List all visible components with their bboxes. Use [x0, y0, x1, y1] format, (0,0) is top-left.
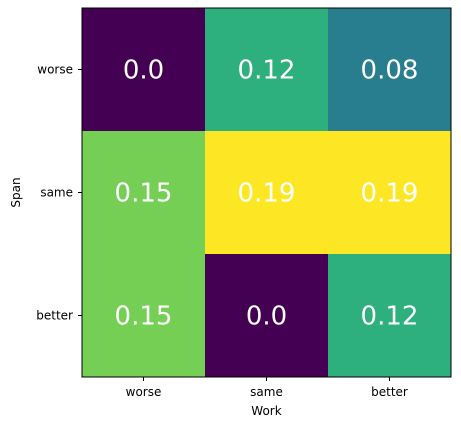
cell-value-label: 0.0	[123, 56, 164, 86]
y-axis-ticks: worse same better	[36, 63, 82, 323]
x-tick-label: better	[371, 385, 408, 399]
x-tick-label: same	[250, 385, 283, 399]
x-tick-label: worse	[126, 385, 162, 399]
heatmap-cell	[205, 254, 328, 377]
cell-value-label: 0.19	[361, 179, 419, 209]
heatmap-cell	[328, 8, 451, 131]
y-tick-label: worse	[37, 63, 73, 77]
y-tick-label: better	[36, 309, 73, 323]
heatmap-cell	[82, 254, 205, 377]
cell-value-label: 0.12	[361, 302, 419, 332]
heatmap-cell	[328, 131, 451, 254]
cell-value-label: 0.15	[115, 179, 173, 209]
heatmap-cell	[82, 131, 205, 254]
cell-value-label: 0.12	[238, 56, 296, 86]
cell-value-label: 0.08	[361, 56, 419, 86]
heatmap-cells	[82, 8, 451, 377]
heatmap-cell	[328, 254, 451, 377]
heatmap-cell-labels: 0.0 0.12 0.08 0.15 0.19 0.19 0.15 0.0 0.12	[115, 56, 419, 332]
cell-value-label: 0.15	[115, 302, 173, 332]
heatmap-cell	[205, 8, 328, 131]
cell-value-label: 0.19	[238, 179, 296, 209]
x-axis-label: Work	[251, 404, 281, 418]
heatmap-cell	[82, 8, 205, 131]
x-axis-ticks: worse same better	[126, 377, 408, 399]
y-tick-label: same	[40, 186, 73, 200]
heatmap-cell	[205, 131, 328, 254]
y-axis-label: Span	[9, 177, 23, 207]
cell-value-label: 0.0	[246, 302, 287, 332]
